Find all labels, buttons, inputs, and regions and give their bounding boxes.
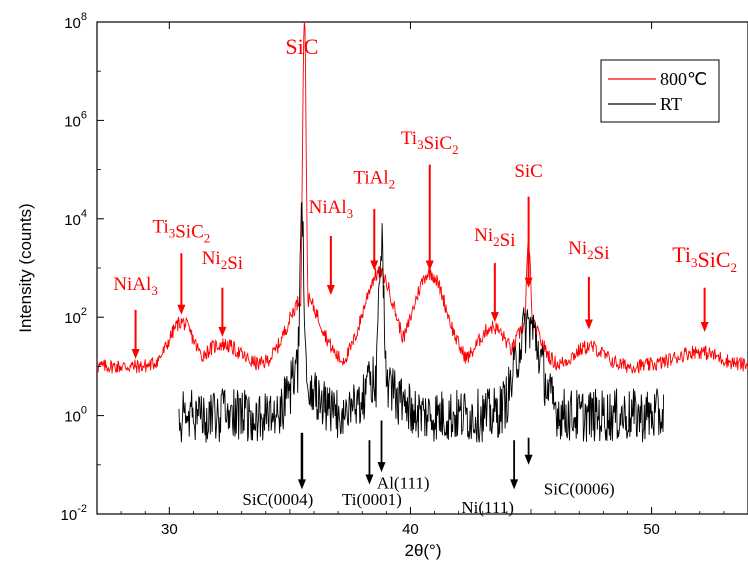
arrow-nial3-a xyxy=(131,309,140,360)
y-tick-label: 104 xyxy=(64,208,87,229)
annotation-al111: Al(111) xyxy=(377,473,430,492)
annotation-nial3-a: NiAl3 xyxy=(113,274,158,298)
y-tick-label: 10-2 xyxy=(61,503,87,524)
y-tick-label: 102 xyxy=(64,306,87,327)
y-axis-label: Intensity (counts) xyxy=(16,203,35,332)
arrow-ni2si-c xyxy=(584,276,593,330)
annotation-ni2si-c: Ni2Si xyxy=(568,238,609,264)
arrow-ni2si-a xyxy=(218,287,227,337)
arrow-al111 xyxy=(377,420,386,473)
y-tick-label: 106 xyxy=(64,109,87,130)
legend-box xyxy=(600,59,720,123)
arrow-nial3-b xyxy=(326,236,335,296)
annotation-ti3sic2-a: Ti3SiC2 xyxy=(153,217,211,246)
arrow-sic-b xyxy=(524,196,533,288)
y-tick-label: 108 xyxy=(64,11,87,32)
series-line-800c xyxy=(97,22,748,374)
annotation-sic-a: SiC xyxy=(285,34,318,59)
annotation-ti0001: Ti(0001) xyxy=(342,490,402,509)
arrow-sic0004 xyxy=(297,432,306,490)
annotation-ni2si-a: Ni2Si xyxy=(202,248,243,274)
annotation-ni111: Ni(111) xyxy=(461,498,514,517)
arrow-tial2 xyxy=(370,208,379,271)
series-line-rt xyxy=(178,201,665,443)
legend-label-rt: RT xyxy=(660,94,682,114)
annotation-tial2: TiAl2 xyxy=(353,167,395,191)
y-tick-label: 100 xyxy=(64,405,87,426)
arrow-ni2si-b xyxy=(490,263,499,323)
arrow-ti0001 xyxy=(365,440,374,485)
x-tick-label: 50 xyxy=(643,521,660,538)
annotation-sic0006: SiC(0006) xyxy=(544,479,615,498)
legend: 800℃ RT xyxy=(600,59,720,123)
arrow-ti3sic2-a xyxy=(177,253,186,315)
annotation-sic-b: SiC xyxy=(514,161,543,182)
arrow-sic0006 xyxy=(524,437,533,465)
arrow-ti3sic2-c xyxy=(700,287,709,332)
x-tick-label: 40 xyxy=(402,521,419,538)
arrow-ti3sic2-b xyxy=(425,164,434,271)
arrow-ni111 xyxy=(510,440,519,490)
x-tick-label: 30 xyxy=(161,521,178,538)
x-axis-label: 2θ(°) xyxy=(404,541,441,560)
annotation-ti3sic2-c: Ti3SiC2 xyxy=(672,242,737,275)
annotation-sic0004: SiC(0004) xyxy=(242,490,313,509)
legend-label-800c: 800℃ xyxy=(660,69,707,89)
annotation-ti3sic2-b: Ti3SiC2 xyxy=(401,128,459,157)
annotation-ni2si-b: Ni2Si xyxy=(474,225,515,251)
annotation-nial3-b: NiAl3 xyxy=(309,197,354,221)
